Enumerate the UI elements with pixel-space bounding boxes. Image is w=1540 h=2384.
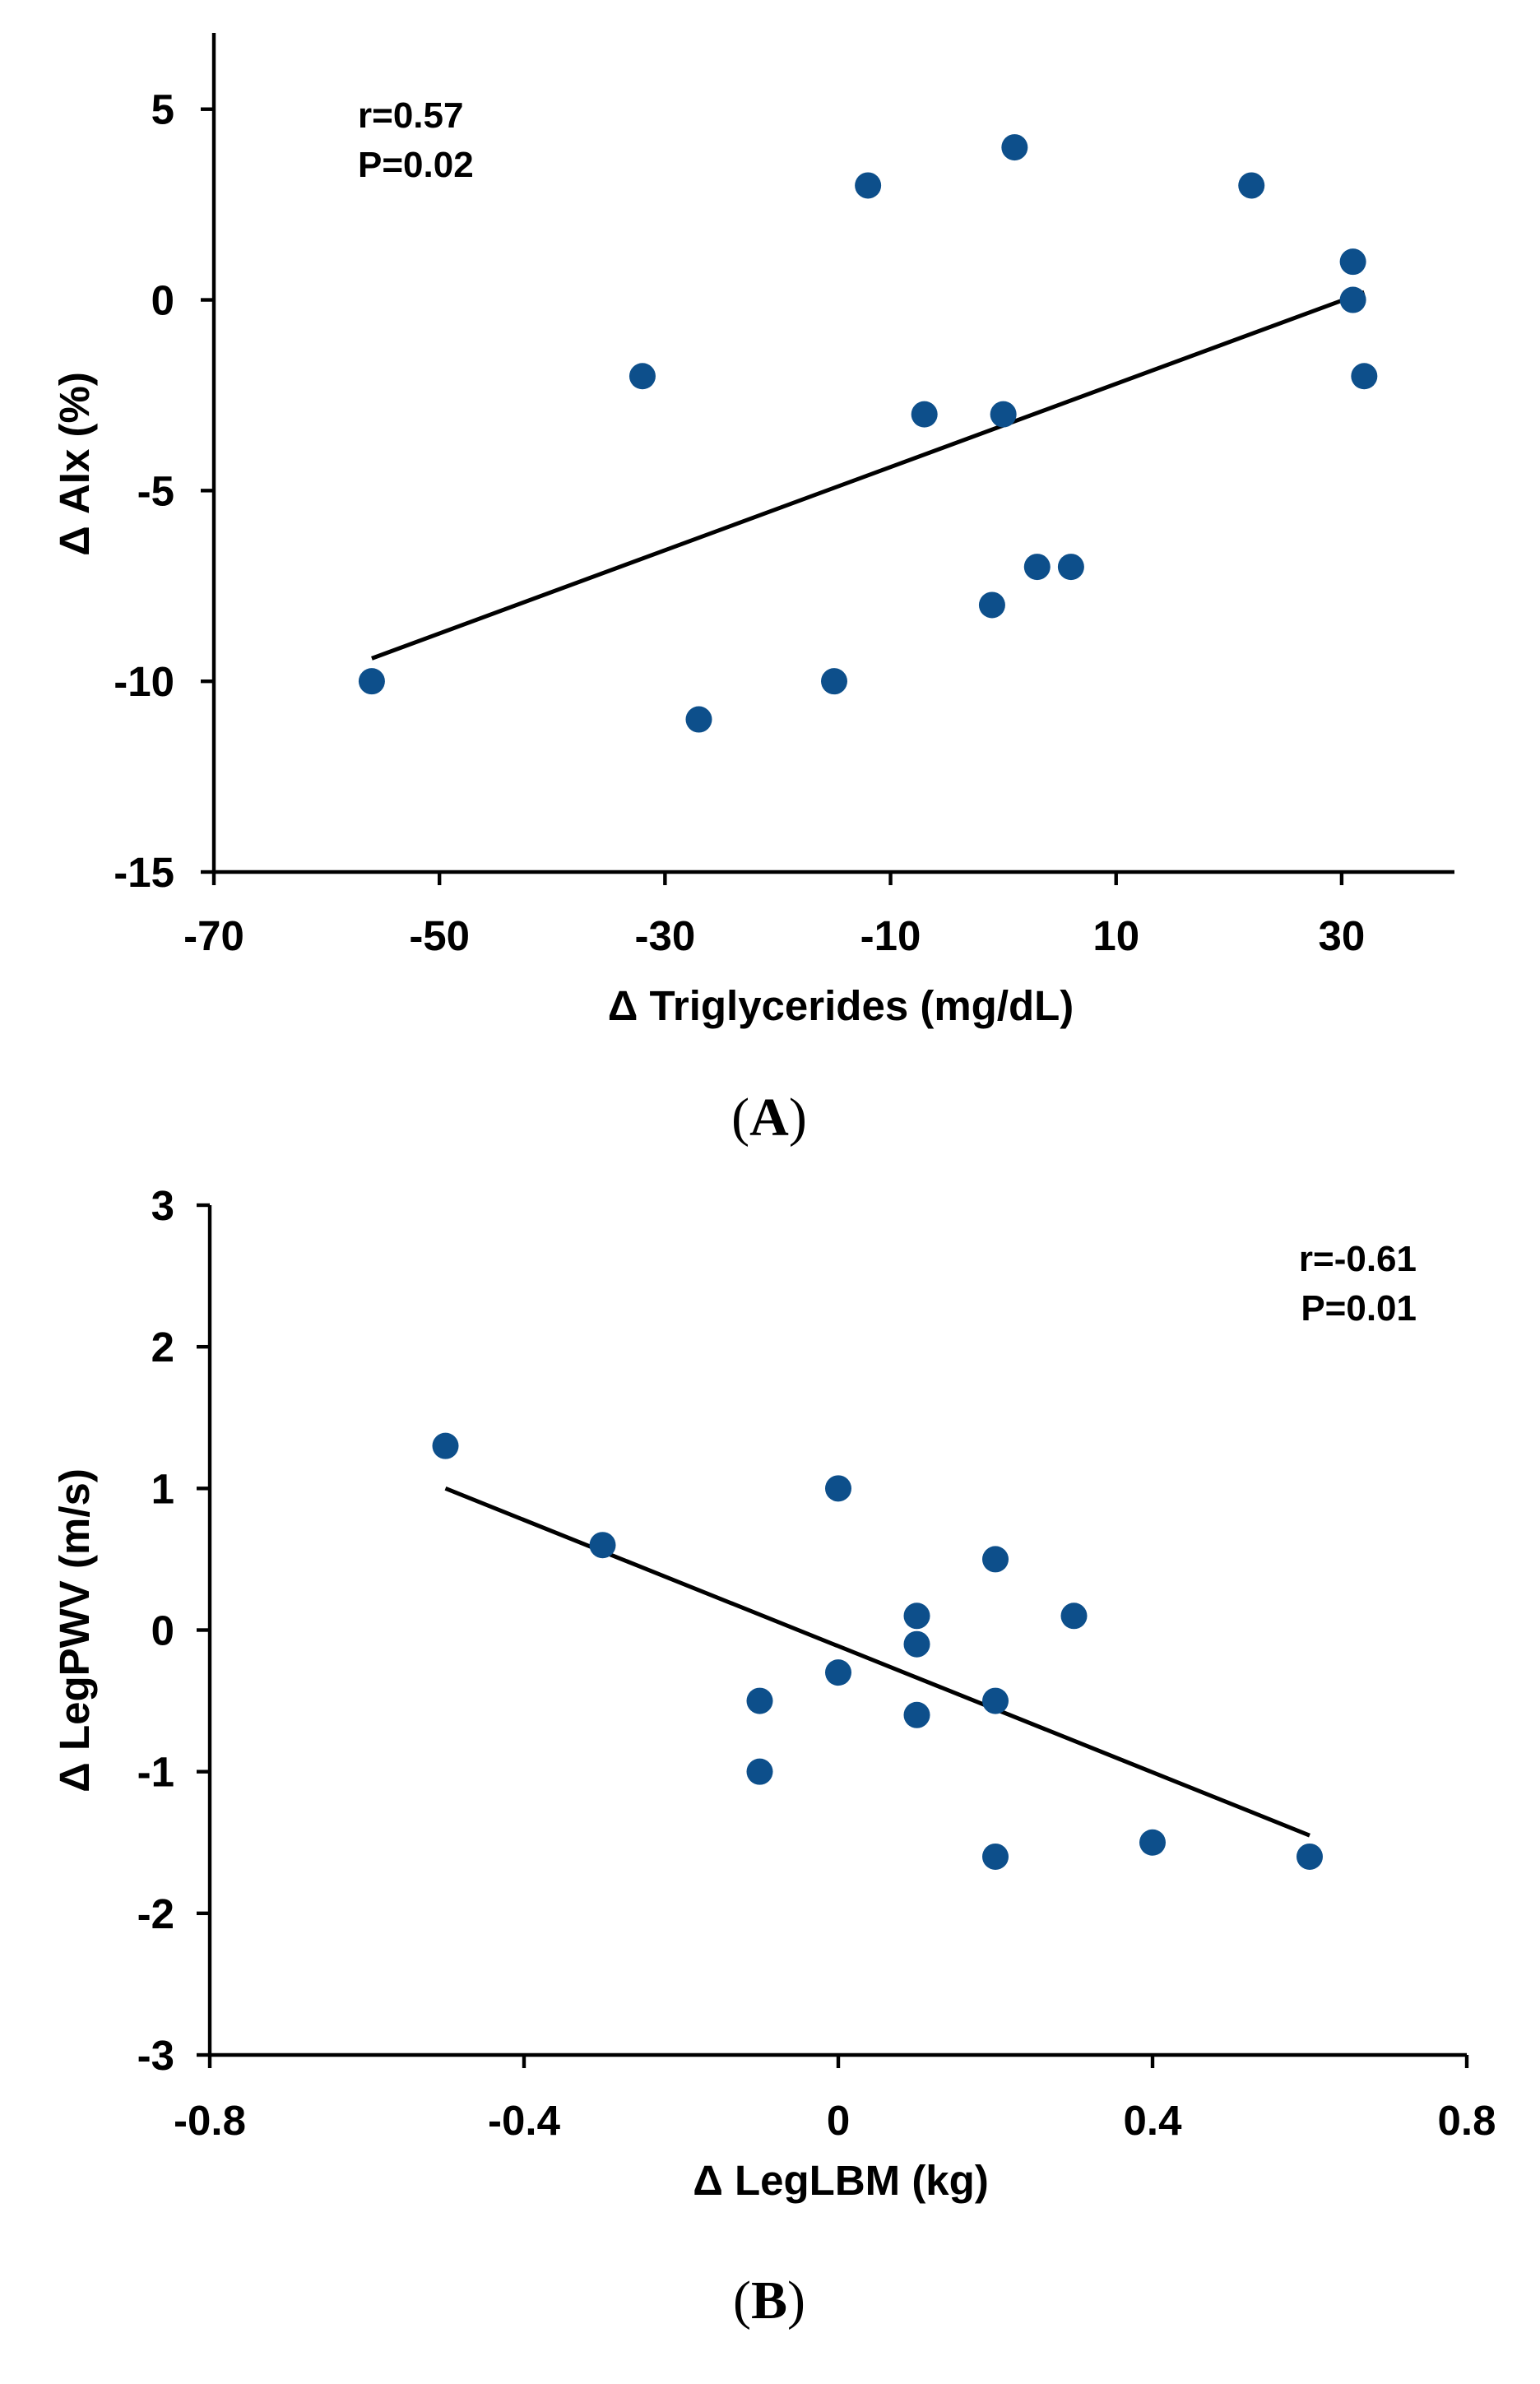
panel-a-y-tick-label: 0 xyxy=(151,277,174,324)
panel-b-x-tick-label: -0.8 xyxy=(174,2097,246,2144)
panel-a-data-point xyxy=(911,401,938,428)
panel-a-label-letter: A xyxy=(749,1088,789,1148)
panel-a-x-tick-label: 30 xyxy=(1319,912,1366,959)
panel-a-data-point xyxy=(821,668,847,695)
panel-b-y-tick-label: 2 xyxy=(151,1324,174,1371)
panel-a-x-tick-label: -50 xyxy=(409,912,470,959)
panel-a-p-value: P=0.02 xyxy=(358,145,474,185)
panel-a-data-point xyxy=(358,668,385,695)
panel-b-data-point xyxy=(982,1687,1009,1714)
panel-a-data-point xyxy=(990,401,1017,428)
panel-b-data-point xyxy=(982,1546,1009,1573)
panel-a-y-tick-label: 5 xyxy=(151,86,174,133)
panel-b-data-point xyxy=(746,1687,773,1714)
panel-a-data-point xyxy=(1057,554,1084,581)
panel-a-x-tick-label: -30 xyxy=(635,912,696,959)
panel-a-y-tick-label: -5 xyxy=(137,467,174,514)
panel-b-data-point xyxy=(432,1432,459,1459)
panel-b-y-tick-label: 0 xyxy=(151,1607,174,1654)
panel-b-x-tick-label: 0 xyxy=(827,2097,850,2144)
panel-a-y-tick-label: -15 xyxy=(114,849,174,896)
panel-a-data-point xyxy=(978,591,1005,619)
panel-b-trendline xyxy=(444,1487,1310,1838)
panel-a-x-tick-label: -10 xyxy=(860,912,921,959)
panel-b-data-point xyxy=(746,1758,773,1785)
panel-b-chart: -3 -2 -1 0 1 2 3 -0.8 -0.4 0 0.4 0.8 r=-0.61 P=0.01… xyxy=(51,1182,1496,2331)
panel-a-label-open: ( xyxy=(731,1088,749,1148)
panel-b-y-tick-label: -2 xyxy=(137,1890,174,1937)
panel-b-label-open: ( xyxy=(733,2270,751,2331)
panel-b-data-point xyxy=(903,1630,930,1658)
panel-b-label-letter: B xyxy=(751,2270,787,2331)
panel-a-chart: -15-10-505-70 -50 -30 -10 10 30 r=0.57 P=0.02… xyxy=(51,33,1454,1148)
panel-a-data-point xyxy=(685,706,712,733)
panel-a-label: (A) xyxy=(731,1088,807,1148)
panel-b-y-axis-title: Δ LegPWV (m/s) xyxy=(51,1468,98,1793)
panel-a-x-axis-title: Δ Triglycerides (mg/dL) xyxy=(608,982,1074,1029)
panel-b-y-tick-label: 3 xyxy=(151,1182,174,1229)
panel-a-y-tick-label: -10 xyxy=(114,658,174,705)
panel-b-x-tick-label: 0.4 xyxy=(1124,2097,1183,2144)
panel-b-x-axis-title: Δ LegLBM (kg) xyxy=(693,2157,989,2204)
panel-b-data-point xyxy=(825,1475,851,1502)
panel-b-label: (B) xyxy=(733,2270,805,2331)
panel-b-data-point xyxy=(1296,1843,1323,1870)
panel-a-y-axis-title: Δ AIx (%) xyxy=(51,372,98,556)
panel-a-x-tick-label: 10 xyxy=(1092,912,1139,959)
panel-a-data-point xyxy=(1339,286,1366,313)
panel-b-y-tick-label: -1 xyxy=(137,1749,174,1796)
panel-b-data-point xyxy=(1139,1829,1166,1856)
panel-b-x-tick-label: 0.8 xyxy=(1438,2097,1496,2144)
panel-a-data-point xyxy=(1001,134,1028,161)
panel-b-y-tick-label: -3 xyxy=(137,2032,174,2079)
panel-a-r-value: r=0.57 xyxy=(358,95,463,136)
panel-b-label-close: ) xyxy=(787,2270,805,2331)
panel-b-y-tick-label: 1 xyxy=(151,1465,174,1512)
panel-b-plot-area: -3 -2 -1 0 1 2 3 -0.8 -0.4 0 0.4 0.8 xyxy=(137,1182,1496,2144)
panel-a-trendline xyxy=(371,290,1366,661)
panel-a-data-point xyxy=(1238,172,1265,199)
panel-b-data-point xyxy=(1060,1602,1088,1630)
panel-b-data-point xyxy=(589,1532,616,1559)
panel-b-data-point xyxy=(903,1701,930,1728)
panel-b-data-point xyxy=(982,1843,1009,1870)
panel-b-r-value: r=-0.61 xyxy=(1299,1239,1417,1279)
panel-a-data-point xyxy=(855,172,882,199)
panel-b-p-value: P=0.01 xyxy=(1301,1288,1417,1329)
panel-a-plot-area: -15-10-505-70 -50 -30 -10 10 30 xyxy=(114,33,1454,959)
panel-b-x-tick-label: -0.4 xyxy=(488,2097,561,2144)
panel-a-data-point xyxy=(629,363,656,390)
panel-a-label-close: ) xyxy=(789,1088,807,1148)
panel-a-data-point xyxy=(1351,363,1378,390)
panel-b-data-point xyxy=(825,1659,851,1686)
panel-a-data-point xyxy=(1339,248,1366,276)
panel-a-data-point xyxy=(1023,554,1051,581)
panel-a-x-tick-label: -70 xyxy=(183,912,244,959)
panel-b-data-point xyxy=(903,1602,930,1630)
